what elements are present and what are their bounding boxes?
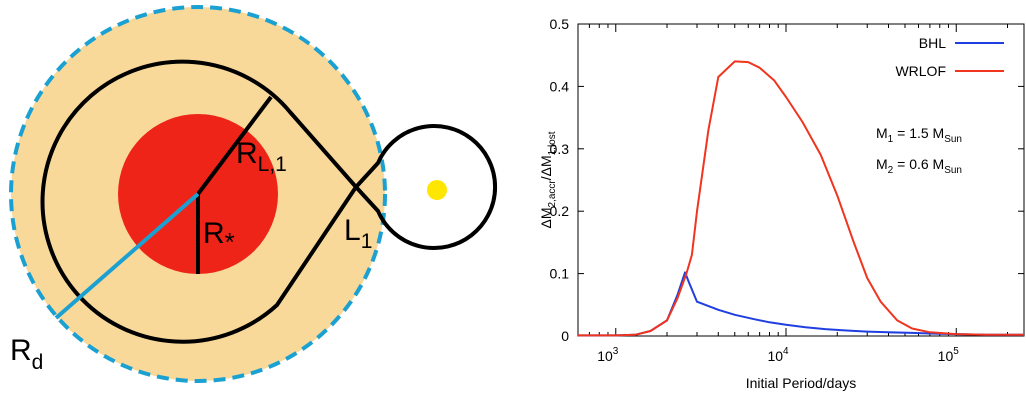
- companion-star: [427, 180, 447, 200]
- annotation-m2: M2 = 0.6 MSun: [876, 156, 962, 176]
- y-tick-label: 0.4: [550, 78, 570, 94]
- roche-radius-line: [196, 95, 273, 196]
- roche-lobe-primary: [40, 59, 358, 344]
- y-tick-label: 0: [561, 328, 569, 344]
- x-tick-label: 103: [597, 346, 619, 364]
- y-tick-label: 0.3: [550, 141, 570, 157]
- legend-label-wrlof: WRLOF: [895, 63, 946, 79]
- x-axis-title: Initial Period/days: [746, 375, 857, 391]
- x-tick-label: 104: [767, 346, 789, 364]
- roche-schematic: Rd RL,1 R* L1: [9, 5, 498, 383]
- plot-frame: [577, 23, 1025, 337]
- y-tick-label: 0.2: [550, 203, 570, 219]
- series-line-bhl: [578, 271, 1024, 337]
- y-tick-label: 0.1: [550, 266, 570, 282]
- x-tick-label: 105: [938, 346, 960, 364]
- series-line-wrlof: [578, 60, 1024, 337]
- y-axis: 0 0.1 0.2 0.3 0.4 0.5: [550, 16, 1024, 344]
- roche-radius-label: RL,1: [236, 137, 287, 176]
- star-radius-label: R*: [203, 217, 235, 257]
- disk-radius-label: Rd: [10, 334, 43, 374]
- lagrange-point-label: L1: [344, 214, 372, 253]
- y-tick-label: 0.5: [550, 16, 570, 32]
- y-axis-title: ΔM2,accr/ΔM1,lost: [538, 131, 558, 228]
- roche-lobe-companion: [354, 124, 498, 250]
- legend: BHL WRLOF: [895, 35, 1004, 79]
- series-layer: [578, 60, 1024, 337]
- annotation-m1: M1 = 1.5 MSun: [876, 125, 962, 145]
- disk-radius-line: [54, 192, 200, 320]
- chart: 0 0.1 0.2 0.3 0.4 0.5 103 104 105 ΔM2,accr/ΔM1,…: [538, 16, 1025, 391]
- x-axis: 103 104 105: [577, 24, 1009, 364]
- legend-label-bhl: BHL: [919, 35, 946, 51]
